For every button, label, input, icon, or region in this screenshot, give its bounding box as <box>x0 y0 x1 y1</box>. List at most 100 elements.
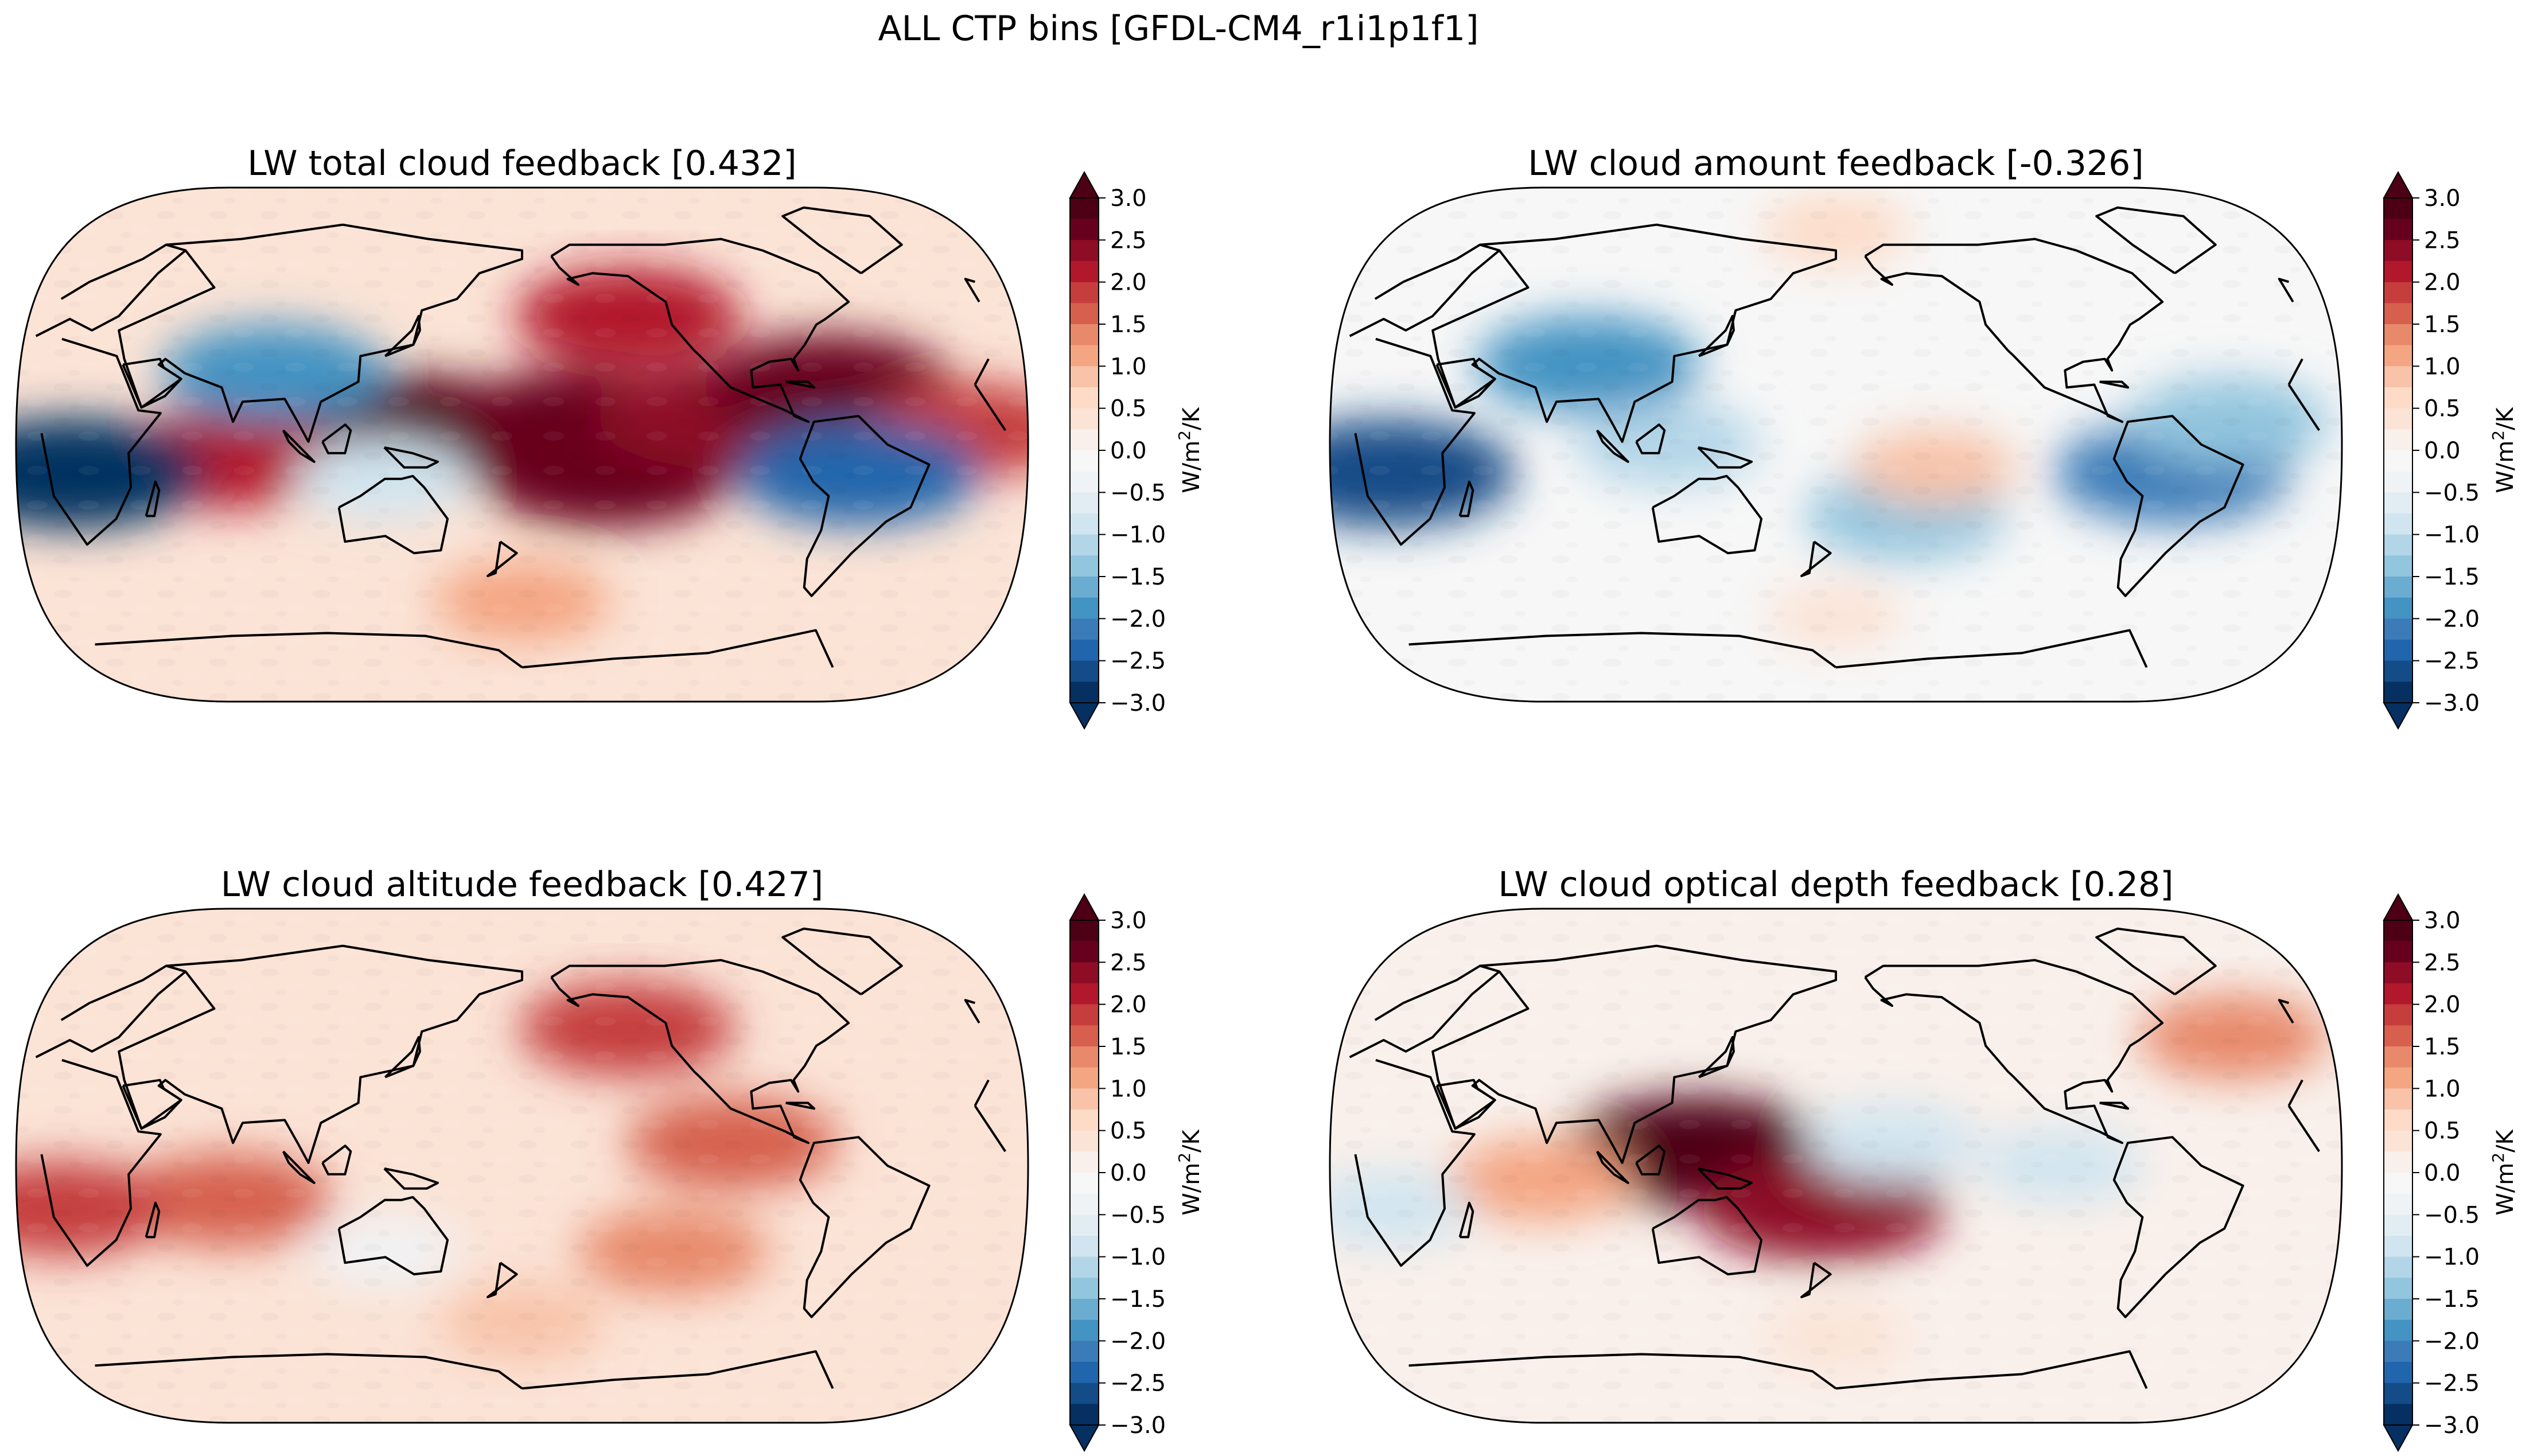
colorbar-bin <box>1070 513 1099 535</box>
colorbar-bin <box>2384 534 2412 556</box>
colorbar: 3.0 2.5 2.0 1.5 1.0 0.5 0.0 −0.5 −1.0 −1.5 −2.0 −2.… <box>2383 893 2519 1453</box>
colorbar-bin <box>2384 303 2412 325</box>
colorbar-bin <box>1070 471 1099 493</box>
colorbar-bin <box>1070 1236 1099 1258</box>
colorbar-bin <box>2384 555 2412 577</box>
colorbar-bin <box>2384 618 2412 640</box>
coastline <box>118 944 523 1164</box>
coastline <box>118 223 523 443</box>
coastline <box>1864 959 2164 1144</box>
colorbar-bin <box>2384 1046 2412 1068</box>
colorbar-tick-label: 2.0 <box>1110 992 1147 1018</box>
coastline <box>964 999 980 1024</box>
colorbar-bin <box>2384 261 2412 283</box>
colorbar-tick-label: −1.5 <box>2424 564 2480 590</box>
colorbar-tick-label: −2.0 <box>2424 1328 2480 1354</box>
coastline <box>964 278 980 303</box>
coastline <box>321 423 352 454</box>
colorbar-bin <box>2384 513 2412 535</box>
coastline <box>384 315 421 357</box>
colorbar-extend-min <box>1069 702 1100 730</box>
colorbar-bin <box>2384 471 2412 493</box>
colorbar: 3.0 2.5 2.0 1.5 1.0 0.5 0.0 −0.5 −1.0 −1.5 −2.0 −2.… <box>1069 893 1205 1453</box>
colorbar-tick-label: 1.5 <box>1110 312 1147 338</box>
colorbar-tick-label: −2.5 <box>2424 648 2480 675</box>
colorbar-tick-label: −2.0 <box>1110 1328 1166 1354</box>
colorbar-extend-min <box>2383 1424 2414 1453</box>
colorbar-bin <box>1070 1256 1099 1278</box>
colorbar-extend-min <box>2383 702 2414 730</box>
map-frame <box>15 908 1029 1424</box>
colorbar-tick-label: 0.5 <box>1110 396 1147 422</box>
colorbar-bin <box>2384 941 2412 963</box>
coastline <box>1635 1144 1666 1175</box>
colorbar-bin <box>1070 640 1099 661</box>
colorbar-bin <box>1070 408 1099 430</box>
colorbar-tick-label: −1.0 <box>1110 522 1166 548</box>
colorbar-bin <box>1070 1341 1099 1362</box>
colorbar-bin <box>2384 324 2412 346</box>
colorbar-tick-label: 1.5 <box>2424 1034 2461 1060</box>
coastline <box>40 337 1006 546</box>
coastline <box>383 446 439 469</box>
colorbar-bin <box>1070 1067 1099 1089</box>
colorbar-bin <box>1070 983 1099 1005</box>
colorbar-tick-label: 3.0 <box>1110 185 1147 212</box>
colorbar-bin <box>1070 492 1099 514</box>
coastline <box>1435 1079 1496 1130</box>
coastline <box>2278 999 2294 1024</box>
colorbar-tick-label: −1.0 <box>1110 1244 1166 1271</box>
colorbar-bin <box>2384 219 2412 240</box>
colorbar-bin <box>1070 962 1099 984</box>
coastline <box>1698 315 1735 357</box>
coastline <box>487 540 518 577</box>
coastline <box>1408 629 2148 669</box>
colorbar-label: W/m2/K <box>2489 406 2519 493</box>
colorbar-bin <box>2384 1236 2412 1258</box>
colorbar-tick-label: 3.0 <box>2424 185 2461 212</box>
colorbar-bin <box>1070 303 1099 325</box>
coastline <box>1800 1262 1832 1298</box>
colorbar-bin <box>1070 1319 1099 1341</box>
colorbar-bin <box>1070 1383 1099 1404</box>
colorbar-tick-label: 3.0 <box>1110 908 1147 934</box>
colorbar-bin <box>2384 366 2412 388</box>
coastline <box>1354 1058 2320 1267</box>
map-field <box>16 188 1028 702</box>
map-panel-1: LW total cloud feedback [0.432] 3.0 2.5 2.0… <box>15 143 1205 730</box>
colorbar-bin <box>1070 534 1099 556</box>
colorbar-extend-min <box>1069 1424 1100 1453</box>
colorbar-tick-label: −0.5 <box>2424 1202 2480 1228</box>
colorbar-bin <box>2384 640 2412 661</box>
coastline <box>1698 1036 1735 1079</box>
colorbar-bin <box>2384 1130 2412 1152</box>
coastline <box>2099 1101 2130 1110</box>
colorbar-extend-max <box>2383 893 2414 921</box>
colorbar-tick-label: −0.5 <box>1110 1202 1166 1228</box>
colorbar-bin <box>1070 219 1099 240</box>
colorbar-bin <box>1070 660 1099 682</box>
colorbar-bin <box>1070 1404 1099 1426</box>
colorbar-tick-label: 0.5 <box>1110 1118 1147 1144</box>
coastline <box>1458 1201 1474 1239</box>
coastline <box>2112 1136 2244 1318</box>
colorbar-tick-label: 0.5 <box>2424 396 2461 422</box>
colorbar-bin <box>1070 1088 1099 1110</box>
coastline <box>1431 223 1837 443</box>
colorbar-bin <box>2384 597 2412 619</box>
colorbar-bin <box>2384 1256 2412 1278</box>
colorbar-tick-label: −2.5 <box>2424 1371 2480 1397</box>
colorbar-tick-label: −2.0 <box>2424 606 2480 632</box>
panel-title: LW cloud amount feedback [-0.326] <box>1528 143 2143 184</box>
coastline <box>282 429 316 463</box>
colorbar-bin <box>1070 324 1099 346</box>
colorbar-bin <box>1070 941 1099 963</box>
colorbar: 3.0 2.5 2.0 1.5 1.0 0.5 0.0 −0.5 −1.0 −1.5 −2.0 −2.… <box>1069 170 1205 730</box>
colorbar-bin <box>2384 920 2412 942</box>
coastline <box>781 927 903 995</box>
coastline <box>282 1150 316 1184</box>
colorbar-tick-label: −2.5 <box>1110 1371 1166 1397</box>
coastline <box>321 1144 352 1175</box>
colorbar-bin <box>2384 1173 2412 1194</box>
